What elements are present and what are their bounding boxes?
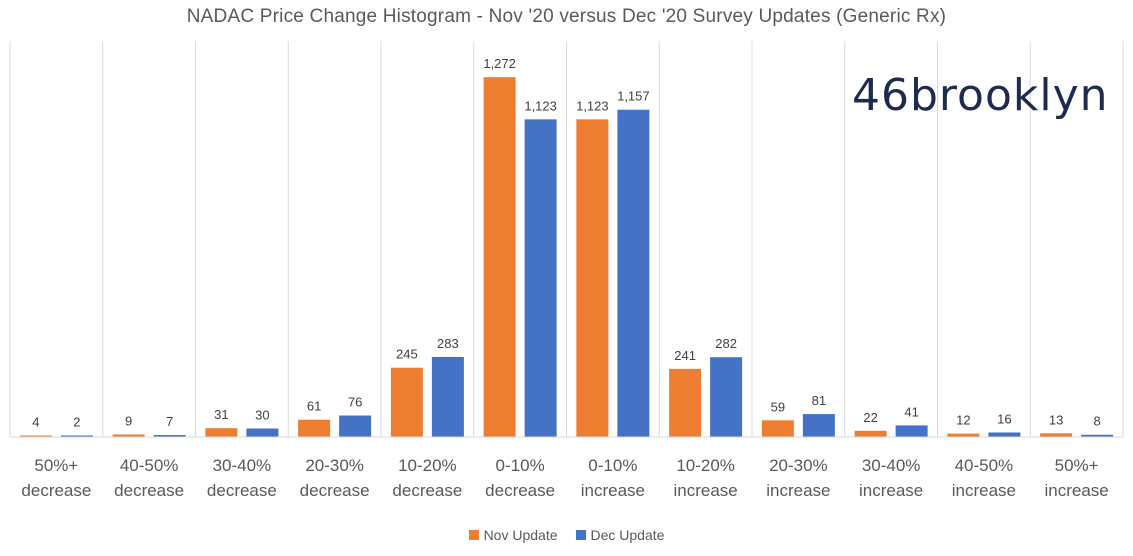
x-tick-label: decrease	[485, 481, 555, 500]
legend-label-nov: Nov Update	[483, 527, 558, 543]
legend-item-nov: Nov Update	[468, 527, 558, 543]
bar-nov	[669, 368, 702, 437]
x-tick-label: decrease	[207, 481, 277, 500]
bar-dec	[339, 415, 372, 437]
bar-nov	[205, 428, 238, 437]
data-label: 31	[214, 407, 228, 422]
bar-dec	[617, 109, 650, 437]
x-tick-label: 30-40%	[213, 456, 272, 475]
category-separators	[9, 41, 1124, 437]
legend-label-dec: Dec Update	[590, 527, 665, 543]
bar-dec	[988, 432, 1021, 437]
bar-nov	[761, 420, 794, 437]
bar-nov	[298, 419, 331, 437]
x-tick-label: increase	[859, 481, 923, 500]
bar-dec	[60, 435, 93, 437]
data-label: 30	[255, 408, 269, 423]
bar-nov	[19, 435, 52, 437]
data-labels: 4 2 9 7 31 30 61 76 245 283 1,272 1,123 1,123 1,157 24…	[32, 56, 1100, 429]
x-tick-label: decrease	[114, 481, 184, 500]
data-label: 16	[997, 411, 1011, 426]
bar-nov	[1040, 433, 1073, 437]
legend: Nov Update Dec Update	[0, 527, 1133, 543]
bar-dec	[431, 356, 464, 437]
x-tick-label: increase	[1044, 481, 1108, 500]
x-tick-label: increase	[581, 481, 645, 500]
data-label: 8	[1094, 414, 1101, 429]
legend-swatch-dec	[575, 530, 586, 540]
bar-nov	[854, 430, 887, 437]
x-tick-label: 0-10%	[496, 456, 545, 475]
bar-nov	[483, 77, 516, 437]
data-label: 61	[307, 399, 321, 414]
bar-dec	[246, 428, 279, 437]
chart-title: NADAC Price Change Histogram - Nov '20 v…	[186, 6, 947, 27]
data-label: 283	[437, 336, 459, 351]
bar-dec	[1081, 434, 1114, 437]
bar-dec	[710, 357, 743, 437]
data-label: 59	[771, 399, 785, 414]
x-tick-label: 20-30%	[769, 456, 828, 475]
x-tick-labels: 50%+ decrease 40-50% decrease 30-40% decrease…	[21, 456, 1108, 500]
data-label: 13	[1049, 412, 1063, 427]
x-tick-label: increase	[766, 481, 830, 500]
bar-dec	[524, 119, 557, 437]
bar-nov	[576, 119, 609, 437]
x-tick-label: 10-20%	[676, 456, 735, 475]
x-tick-label: decrease	[392, 481, 462, 500]
x-tick-label: 50%+	[1055, 456, 1099, 475]
data-label: 41	[904, 404, 918, 419]
x-tick-label: 50%+	[34, 456, 78, 475]
x-tick-label: 20-30%	[305, 456, 364, 475]
bar-nov	[112, 434, 145, 437]
data-label: 1,123	[576, 98, 609, 113]
bar-nov	[390, 367, 423, 437]
x-tick-label: 30-40%	[862, 456, 921, 475]
x-tick-label: decrease	[300, 481, 370, 500]
x-tick-label: 0-10%	[588, 456, 637, 475]
x-tick-label: increase	[673, 481, 737, 500]
legend-swatch-nov	[468, 530, 479, 540]
data-label: 22	[863, 410, 877, 425]
data-label: 1,123	[524, 98, 557, 113]
bar-dec	[895, 425, 928, 437]
data-label: 76	[348, 395, 362, 410]
brand-logo: 46brooklyn	[852, 70, 1109, 121]
x-tick-label: 40-50%	[120, 456, 179, 475]
data-label: 2	[73, 415, 80, 430]
data-label: 1,272	[483, 56, 516, 71]
x-tick-label: 40-50%	[955, 456, 1014, 475]
data-label: 282	[715, 336, 737, 351]
x-tick-label: decrease	[21, 481, 91, 500]
bars	[19, 77, 1114, 437]
data-label: 4	[32, 415, 39, 430]
data-label: 245	[396, 347, 418, 362]
data-label: 7	[166, 414, 173, 429]
legend-item-dec: Dec Update	[575, 527, 665, 543]
data-label: 12	[956, 413, 970, 428]
data-label: 9	[125, 413, 132, 428]
data-label: 81	[812, 393, 826, 408]
x-tick-label: increase	[952, 481, 1016, 500]
data-label: 1,157	[617, 89, 650, 104]
bar-nov	[947, 433, 980, 437]
data-label: 241	[674, 348, 696, 363]
bar-dec	[153, 435, 186, 437]
x-tick-label: 10-20%	[398, 456, 457, 475]
bar-dec	[802, 414, 835, 437]
